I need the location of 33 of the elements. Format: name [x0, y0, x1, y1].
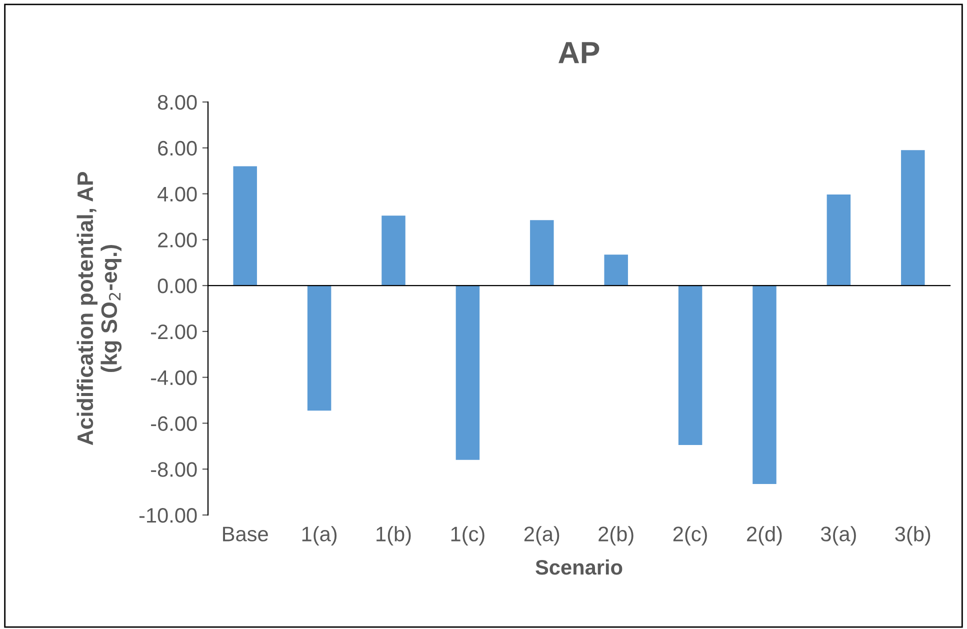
chart-title: AP [558, 42, 600, 64]
bar [307, 286, 332, 411]
bar [382, 216, 406, 286]
x-tick-label: 2(c) [673, 526, 707, 546]
bar [604, 254, 628, 286]
x-tick-label: 1(c) [451, 526, 484, 546]
x-tick-label: 1(a) [302, 526, 337, 546]
bar [678, 286, 702, 446]
bar [530, 220, 554, 286]
y-tick-label: 6.00 [158, 140, 197, 156]
y-tick-label: 4.00 [158, 186, 197, 202]
y-tick-label: -2.00 [151, 324, 197, 340]
bar [752, 286, 776, 484]
x-tick-label: 2(d) [747, 526, 782, 546]
x-axis-title: Scenario [536, 559, 622, 575]
bar [233, 166, 257, 286]
y-tick-label: 2.00 [158, 232, 197, 248]
y-tick-label: -8.00 [151, 462, 197, 477]
x-tick-label: 3(a) [820, 526, 856, 546]
y-tick-label: 8.00 [158, 95, 197, 110]
y-tick-label: -10.00 [139, 508, 197, 523]
bar [901, 150, 925, 286]
x-tick-label: 2(a) [524, 526, 560, 546]
bar [826, 194, 851, 286]
y-tick-label: -6.00 [151, 416, 197, 431]
x-tick-label: 3(b) [895, 526, 930, 546]
y-axis-title: Acidification potential, AP (kg SO$_{2}$-eq.) [76, 172, 122, 446]
x-tick-label: 2(b) [598, 526, 634, 546]
y-tick-label: 0.00 [158, 278, 197, 294]
y-tick-label: -4.00 [151, 370, 197, 386]
bar [456, 286, 480, 460]
x-tick-label: Base [223, 526, 268, 542]
x-tick-label: 1(b) [376, 526, 411, 546]
